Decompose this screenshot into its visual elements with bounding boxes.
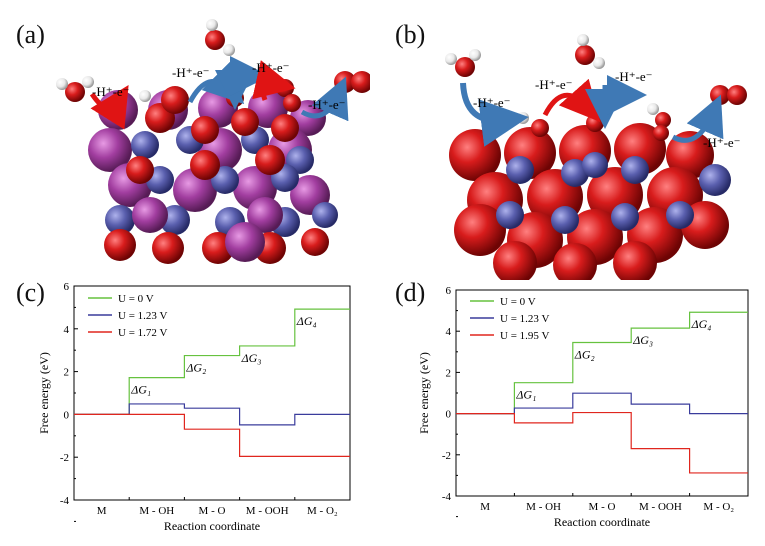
x-axis-label: Reaction coordinate	[164, 519, 260, 533]
y-tick-label: 4	[64, 324, 70, 336]
legend-label-2: U = 1.23 V	[118, 310, 167, 322]
panel-label-d: (d)	[395, 278, 426, 307]
adsorbates-b	[445, 34, 747, 141]
legend-label-3: U = 1.95 V	[500, 330, 549, 342]
step-label-a4: -H⁺-e⁻	[308, 97, 346, 112]
arrows-b	[460, 75, 724, 147]
step-label-a1: -H⁺-e⁻	[92, 84, 130, 99]
arrows-a	[89, 56, 349, 130]
series-line-3	[74, 413, 350, 457]
legend-label-2: U = 1.23 V	[500, 313, 549, 325]
panel-label-b: (b)	[395, 20, 426, 49]
structure-b: -H⁺-e⁻ -H⁺-e⁻ -H⁺-e⁻ -H⁺-e⁻	[445, 34, 747, 280]
y-tick-label: 2	[64, 367, 70, 379]
slab-b	[449, 123, 731, 280]
step-label-b1: -H⁺-e⁻	[473, 95, 511, 110]
step-label-a3: -H⁺-e⁻	[252, 60, 290, 75]
x-tick-label: M - OOH	[246, 505, 289, 517]
y-tick-label: -4	[60, 495, 70, 507]
y-tick-label: 6	[446, 285, 452, 297]
panel-label-c: (c)	[16, 278, 45, 307]
legend-label-1: U = 0 V	[500, 296, 536, 308]
y-tick-label: 2	[446, 367, 452, 379]
y-axis-label: Free energy (eV)	[40, 352, 51, 434]
series-line-2	[456, 392, 748, 415]
y-tick-label: 0	[446, 409, 452, 421]
y-tick-label: 0	[64, 409, 70, 421]
chart-d: -4 -2 0 2 4 6 Free energy (eV) M M - OH M - O M - …	[418, 285, 749, 529]
delta-g-label-3: ΔG₃	[632, 333, 653, 347]
x-tick-label: M - OOH	[639, 501, 682, 513]
step-label-b2: -H⁺-e⁻	[535, 77, 573, 92]
y-tick-label: -2	[60, 452, 69, 464]
x-axis-label: Reaction coordinate	[554, 515, 650, 529]
series-line-1	[456, 311, 748, 415]
x-tick-label: M - OH	[526, 501, 561, 513]
x-tick-label: M - O	[589, 501, 616, 513]
x-tick-label: M - O₂	[307, 505, 338, 517]
panel-label-a: (a)	[16, 20, 45, 49]
step-label-a2: -H⁺-e⁻	[172, 65, 210, 80]
slab-a	[88, 88, 338, 264]
y-tick-label: -4	[442, 491, 452, 503]
chart-c: -4 -2 0 2 4 6 Free energy (eV) M M - OH M - O M - …	[40, 281, 351, 533]
series-line-2	[74, 403, 350, 426]
step-label-b4: -H⁺-e⁻	[703, 135, 741, 150]
legend-label-3: U = 1.72 V	[118, 327, 167, 339]
x-tick-label: M	[97, 505, 107, 517]
y-tick-label: -2	[442, 450, 451, 462]
series-line-3	[456, 411, 748, 474]
step-label-b3: -H⁺-e⁻	[615, 69, 653, 84]
delta-g-label-4: ΔG₄	[691, 317, 712, 331]
delta-g-label-1: ΔG₁	[130, 383, 151, 397]
legend-label-1: U = 0 V	[118, 293, 154, 305]
x-tick-label: M - OH	[139, 505, 174, 517]
structure-a: -H⁺-e⁻ -H⁺-e⁻ -H⁺-e⁻ -H⁺-e⁻	[56, 19, 370, 264]
delta-g-label-1: ΔG₁	[515, 388, 536, 402]
x-tick-label: M - O	[199, 505, 226, 517]
y-tick-label: 6	[64, 281, 70, 293]
delta-g-label-2: ΔG₂	[185, 361, 206, 375]
y-axis-label: Free energy (eV)	[418, 352, 431, 434]
x-tick-label: M - O₂	[703, 501, 734, 513]
delta-g-label-2: ΔG₂	[574, 348, 595, 362]
y-tick-label: 4	[446, 326, 452, 338]
delta-g-label-3: ΔG₃	[241, 351, 262, 365]
x-tick-label: M	[480, 501, 490, 513]
series-line-1	[74, 308, 350, 415]
delta-g-label-4: ΔG₄	[296, 314, 317, 328]
